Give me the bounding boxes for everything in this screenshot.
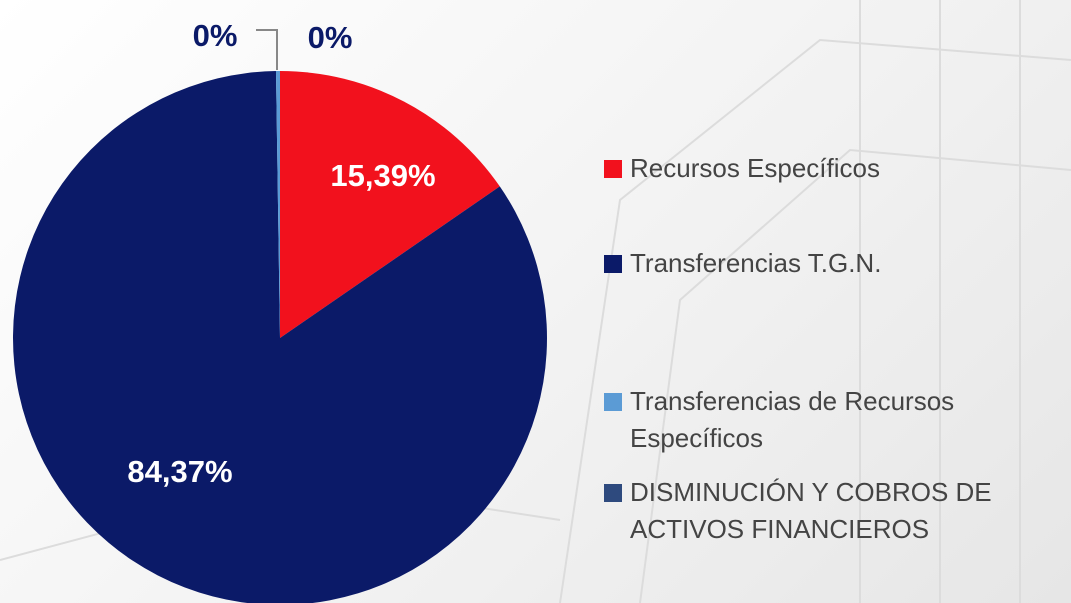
pie-slice [280,71,500,338]
data-label: 0% [193,18,238,53]
sketch-line [559,38,1071,603]
data-label: 84,37% [127,454,232,489]
sketch-line [639,148,1071,603]
legend-label: Recursos Específicos [630,153,880,183]
legend-item: Recursos Específicos [604,150,1044,187]
pie-slice [275,71,280,338]
legend-item: Transferencias T.G.N. [604,245,1044,282]
data-label: 15,39% [330,158,435,193]
legend-swatch [604,484,622,502]
legend-swatch [604,160,622,178]
pie-slice [13,71,547,603]
legend-item: Transferencias de Recursos Específicos [604,383,1044,457]
sketch-line [859,0,1021,603]
legend-swatch [604,255,622,273]
legend-label: Transferencias T.G.N. [630,248,882,278]
legend-label: Transferencias de Recursos Específicos [630,386,955,453]
data-label: 0% [308,20,353,55]
legend-item: DISMINUCIÓN Y COBROS DE ACTIVOS FINANCIE… [604,474,1044,548]
legend-swatch [604,393,622,411]
legend-label: DISMINUCIÓN Y COBROS DE ACTIVOS FINANCIE… [630,477,992,544]
leader-line [256,29,278,70]
